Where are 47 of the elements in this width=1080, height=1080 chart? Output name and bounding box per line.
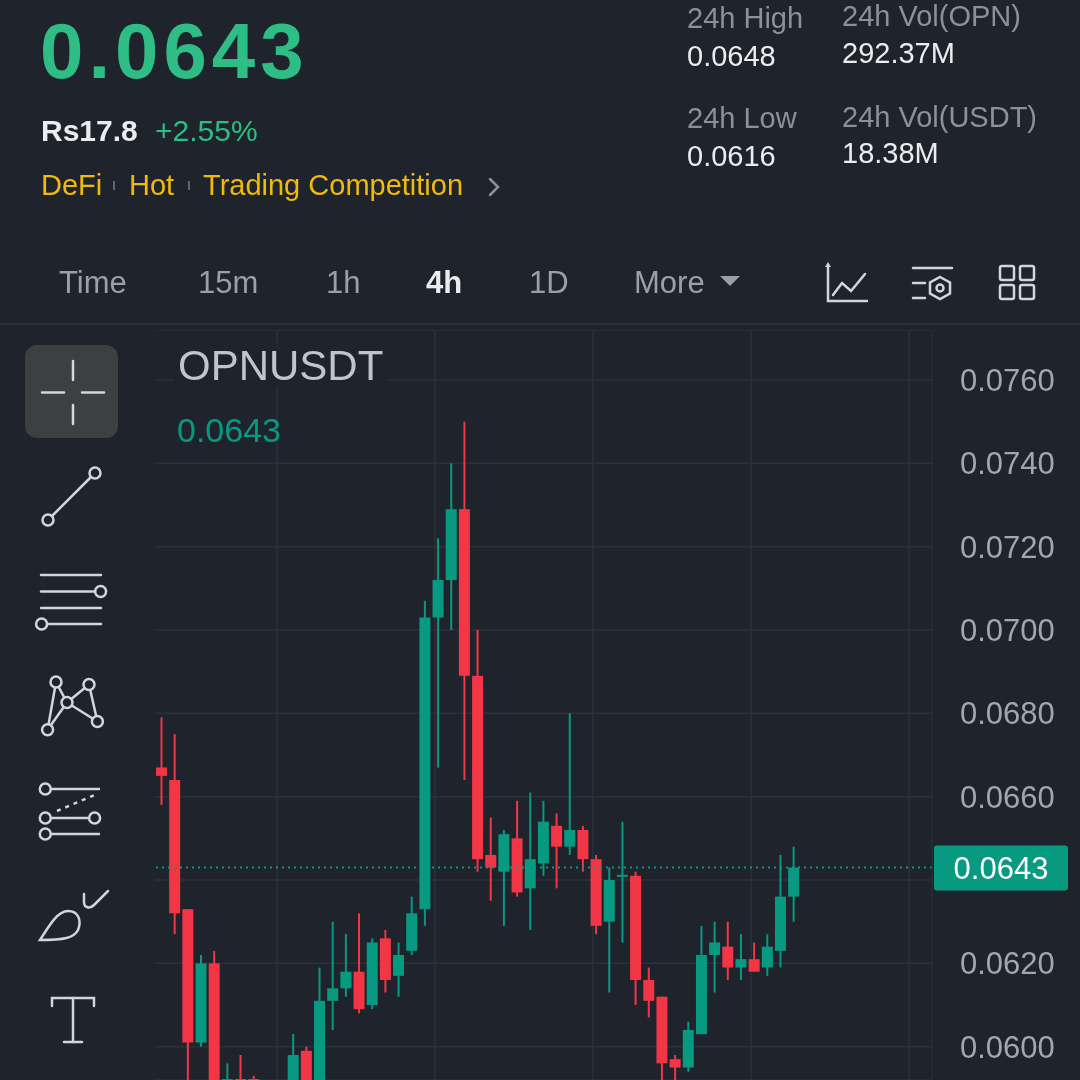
text: Time: [59, 265, 127, 300]
text: 1D: [529, 265, 569, 300]
candlestick: [156, 716, 167, 806]
y-tick-label: 0.0600: [960, 1029, 1055, 1065]
candlestick: [564, 712, 576, 856]
candlestick: [551, 812, 563, 890]
text: 0.0616: [687, 140, 776, 172]
candlestick: [669, 1054, 681, 1080]
candlestick: [709, 920, 721, 994]
text: DeFi: [41, 169, 103, 201]
text: 24h Vol(USDT): [842, 101, 1038, 133]
y-tick-label: 0.0660: [960, 779, 1055, 815]
candlestick: [340, 933, 352, 998]
candlestick: [235, 1054, 247, 1080]
text: +2.55%: [155, 114, 258, 147]
candlestick: [735, 933, 747, 981]
text: 4h: [426, 265, 463, 300]
candlestick: [722, 920, 734, 981]
text: 18.38M: [842, 137, 939, 169]
candlestick: [221, 1062, 233, 1080]
text: 292.37M: [842, 37, 955, 69]
text: 24h Low: [687, 102, 797, 134]
chart-title: OPNUSDT: [174, 342, 388, 389]
text: 24h High: [687, 2, 804, 34]
text: 15m: [198, 265, 259, 300]
text: 1h: [326, 265, 361, 300]
y-tick-label: 0.0740: [960, 446, 1055, 482]
candlestick: [393, 941, 405, 998]
candlestick: [748, 941, 760, 973]
y-tick-label: 0.0760: [960, 363, 1055, 399]
text: Rs17.8: [41, 114, 138, 147]
candlestick: [761, 933, 773, 977]
y-tick-label: 0.0620: [960, 946, 1055, 982]
text: Trading Competition: [203, 169, 464, 201]
ref-line-label: 0.0643: [953, 850, 1049, 886]
text: More: [634, 265, 705, 300]
candlestick: [485, 816, 497, 902]
text: 24h Vol(OPN): [842, 0, 1021, 32]
text: 0.0648: [687, 40, 776, 72]
y-tick-label: 0.0680: [960, 696, 1055, 732]
text: Hot: [129, 169, 175, 201]
y-tick-label: 0.0700: [960, 613, 1055, 649]
text: 0.0643: [40, 7, 309, 95]
candlestick: [327, 920, 339, 1031]
candlestick: [643, 966, 655, 1019]
annotation: 0.0643: [177, 411, 281, 449]
y-tick-label: 0.0720: [960, 529, 1055, 565]
